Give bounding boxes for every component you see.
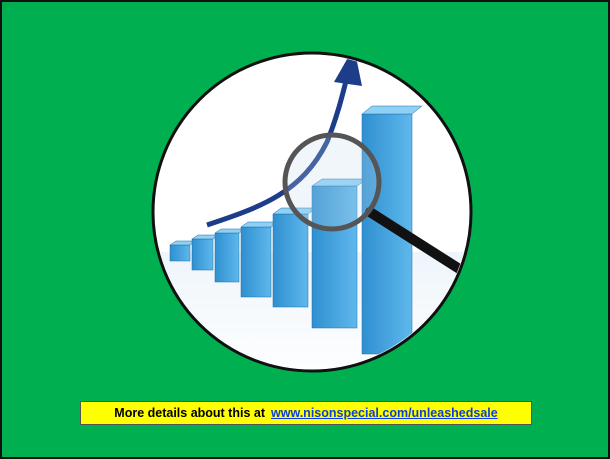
- magnifier-handle: [365, 207, 469, 282]
- caption-box: More details about this at www.nisonspeci…: [80, 401, 532, 425]
- bar-art: [155, 55, 469, 369]
- caption-text: More details about this at: [114, 406, 265, 420]
- bars: [169, 105, 423, 355]
- magnifier-lens: [282, 132, 382, 232]
- caption-link[interactable]: www.nisonspecial.com/unleashedsale: [271, 406, 498, 420]
- trend-arrow: [206, 76, 350, 228]
